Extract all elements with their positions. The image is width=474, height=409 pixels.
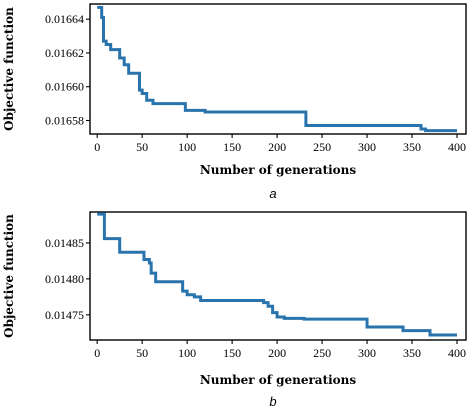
chart-a-frame	[89, 3, 467, 135]
chart-b-frame	[89, 211, 467, 341]
chart-b-x-tick-label: 200	[268, 346, 286, 360]
chart-b-x-tick-label: 150	[223, 346, 241, 360]
chart-a-xlabel: Number of generations	[200, 163, 357, 177]
chart-b-y-tick-label: 0.01480	[45, 272, 84, 286]
chart-a-y-tick-label: 0.01660	[45, 80, 84, 94]
chart-b-series	[97, 212, 457, 337]
chart-a-x-tick-label: 250	[313, 140, 331, 154]
chart-a-series-line	[97, 5, 457, 133]
chart-b-y-tick-label: 0.01475	[45, 308, 84, 322]
chart-a-x-tick-label: 300	[358, 140, 376, 154]
chart-a-x-tick-label: 100	[178, 140, 196, 154]
chart-b-x-ticks: 0 50 100 150 200 250 300 350 400	[94, 340, 466, 360]
chart-b: 0 50 100 150 200 250 300 350 400 0.014750.014800…	[2, 211, 467, 409]
chart-b-ylabel: Objective function	[2, 214, 16, 338]
chart-a-x-tick-label: 0	[94, 140, 100, 154]
chart-a-x-tick-label: 50	[136, 140, 148, 154]
chart-a-caption: a	[269, 186, 276, 201]
chart-b-x-tick-label: 250	[313, 346, 331, 360]
chart-b-x-tick-label: 50	[136, 346, 148, 360]
chart-a-y-tick-label: 0.01662	[45, 46, 84, 60]
chart-a-x-tick-label: 350	[403, 140, 421, 154]
chart-a-y-ticks: 0.01658 0.01660 0.01662 0.01664	[45, 12, 90, 127]
chart-a-ylabel: Objective function	[2, 7, 16, 131]
chart-a-y-tick-label: 0.01658	[45, 113, 84, 127]
chart-a-x-ticks: 0 50 100 150 200 250 300 350 400	[94, 134, 466, 154]
chart-b-x-tick-label: 100	[178, 346, 196, 360]
chart-b-y-ticks: 0.01475 0.01480 0.01485	[45, 236, 90, 322]
chart-b-caption: b	[269, 394, 276, 409]
chart-a-x-tick-label: 200	[268, 140, 286, 154]
chart-a: 0 50 100 150 200 250 300 350 400 0.016580.016600…	[2, 3, 467, 201]
chart-b-x-tick-label: 300	[358, 346, 376, 360]
chart-b-xlabel: Number of generations	[200, 373, 357, 387]
chart-b-series-line	[97, 212, 457, 337]
chart-b-x-tick-label: 0	[94, 346, 100, 360]
chart-a-x-tick-label: 400	[448, 140, 466, 154]
chart-a-series	[97, 5, 457, 133]
chart-a-x-tick-label: 150	[223, 140, 241, 154]
chart-b-x-tick-label: 400	[448, 346, 466, 360]
chart-a-y-tick-label: 0.01664	[45, 12, 84, 26]
chart-b-x-tick-label: 350	[403, 346, 421, 360]
chart-b-y-tick-label: 0.01485	[45, 236, 84, 250]
